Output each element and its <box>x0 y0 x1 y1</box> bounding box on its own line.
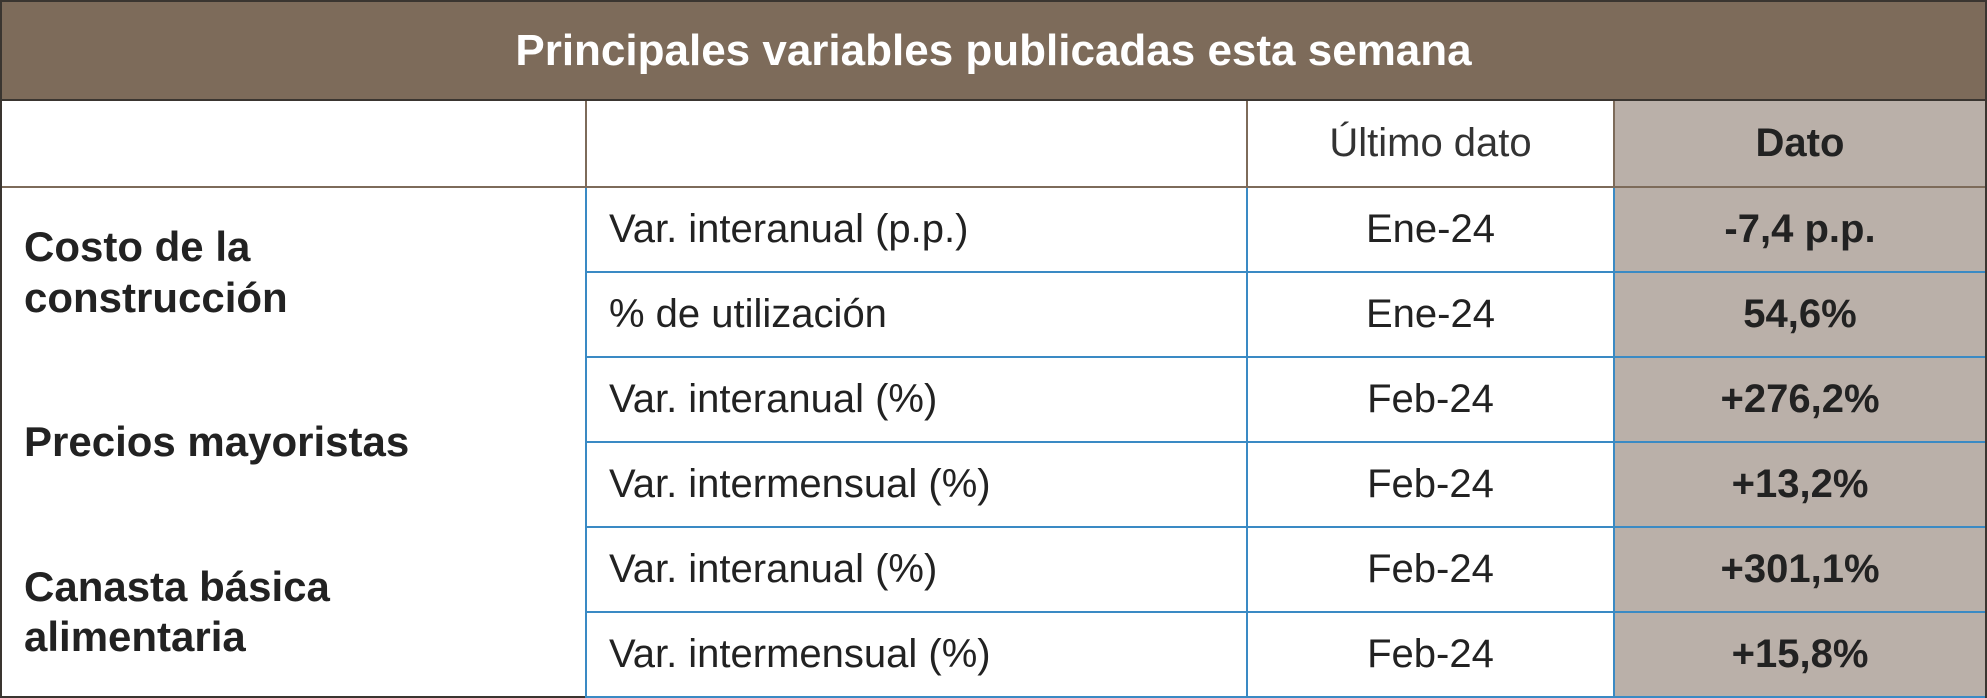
header-cell <box>2 101 587 188</box>
date: Feb-24 <box>1246 441 1615 528</box>
data-row: Precios mayoristas Var. interanual (%) Feb… <box>2 356 1985 527</box>
indicator: Var. interanual (p.p.) <box>585 186 1248 273</box>
group-cell: Costo de la construcción <box>2 187 587 357</box>
value: 54,6% <box>1613 271 1985 358</box>
value: -7,4 p.p. <box>1613 186 1985 273</box>
value: +15,8% <box>1613 611 1985 698</box>
indicator: Var. intermensual (%) <box>585 611 1248 698</box>
date: Ene-24 <box>1246 271 1615 358</box>
title: Principales variables publicadas esta se… <box>2 2 1985 101</box>
group-label: Canasta básica alimentaria <box>24 562 330 660</box>
date: Ene-24 <box>1246 186 1615 273</box>
header-cell: Dato <box>1614 101 1985 188</box>
header-cell <box>586 101 1248 188</box>
indicator: % de utilización <box>585 271 1248 358</box>
header-cell: Último dato <box>1247 101 1615 188</box>
indicator: Var. intermensual (%) <box>585 441 1248 528</box>
date: Feb-24 <box>1246 526 1615 613</box>
group-label: Costo de la construcción <box>24 223 288 321</box>
value: +301,1% <box>1613 526 1985 613</box>
date: Feb-24 <box>1246 611 1615 698</box>
data-row: Canasta básica alimentaria Var. interanua… <box>2 526 1985 697</box>
value: +13,2% <box>1613 441 1985 528</box>
group-cell: Canasta básica alimentaria <box>2 527 587 697</box>
value: +276,2% <box>1613 356 1985 443</box>
indicator: Var. interanual (%) <box>585 356 1248 443</box>
table: Último dato Dato Costo de la construcción V… <box>2 101 1985 698</box>
data-row: Var. intermensual (%) Feb-24 +13,2% <box>2 441 1985 528</box>
date: Feb-24 <box>1246 356 1615 443</box>
data-row: Costo de la construcción Var. interanual … <box>2 186 1985 357</box>
group-label: Precios mayoristas <box>24 417 410 465</box>
data-row: Var. intermensual (%) Feb-24 +15,8% <box>2 611 1985 698</box>
header-row: Último dato Dato <box>2 101 1985 188</box>
indicator: Var. interanual (%) <box>585 526 1248 613</box>
data-row: % de utilización Ene-24 54,6% <box>2 271 1985 358</box>
group-cell: Precios mayoristas <box>2 357 587 527</box>
